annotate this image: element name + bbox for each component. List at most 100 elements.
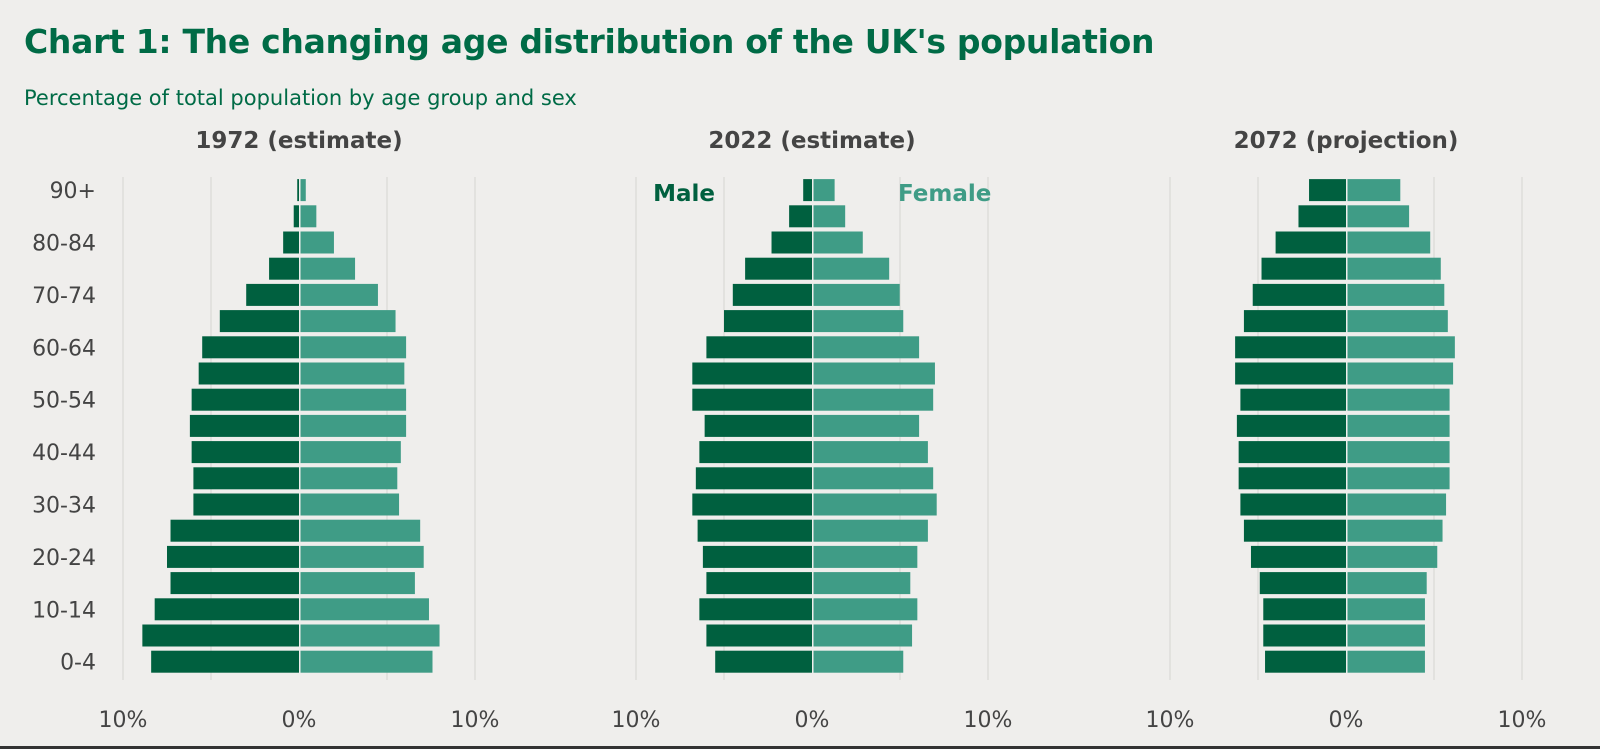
bar-male-50-54 (692, 388, 812, 411)
bar-male-5-9 (142, 624, 299, 647)
y-tick-label: 40-44 (32, 441, 96, 466)
bar-female-15-19 (813, 572, 911, 595)
bar-male-90+ (803, 179, 812, 202)
bar-female-0-4 (300, 650, 433, 673)
bar-male-80-84 (771, 231, 812, 254)
bar-female-30-34 (300, 493, 400, 516)
bar-female-90+ (300, 179, 306, 202)
bar-female-50-54 (813, 388, 934, 411)
bar-male-30-34 (692, 493, 812, 516)
bar-female-35-39 (813, 467, 934, 490)
bar-male-70-74 (246, 283, 299, 306)
y-tick-label: 20-24 (32, 546, 96, 571)
bar-male-45-49 (704, 414, 812, 437)
bar-female-80-84 (300, 231, 334, 254)
bar-male-80-84 (283, 231, 299, 254)
bar-male-75-79 (269, 257, 299, 280)
x-tick-label: 10% (1498, 708, 1547, 733)
x-tick-label: 10% (451, 708, 500, 733)
bar-male-15-19 (706, 572, 812, 595)
bar-female-75-79 (813, 257, 890, 280)
bar-female-5-9 (1347, 624, 1425, 647)
bar-male-70-74 (1252, 283, 1346, 306)
bar-female-10-14 (300, 598, 429, 621)
bar-male-90+ (1309, 179, 1346, 202)
bar-female-15-19 (1347, 572, 1427, 595)
chart-title: Chart 1: The changing age distribution o… (24, 22, 1155, 61)
bar-female-30-34 (1347, 493, 1447, 516)
bar-male-10-14 (154, 598, 299, 621)
bar-female-25-29 (300, 519, 421, 542)
y-tick-label: 0-4 (60, 651, 96, 676)
bar-female-5-9 (300, 624, 440, 647)
bar-male-10-14 (1263, 598, 1346, 621)
bar-female-55-59 (1347, 362, 1454, 385)
bar-male-10-14 (699, 598, 812, 621)
bar-female-85-89 (813, 205, 846, 228)
bar-male-5-9 (706, 624, 812, 647)
bar-male-75-79 (745, 257, 812, 280)
bar-female-20-24 (1347, 545, 1438, 568)
bar-female-50-54 (300, 388, 407, 411)
bar-male-30-34 (193, 493, 299, 516)
bar-male-5-9 (1263, 624, 1346, 647)
x-tick-label: 10% (1146, 708, 1195, 733)
bar-female-0-4 (813, 650, 904, 673)
bar-female-65-69 (813, 310, 904, 333)
x-tick-label: 10% (612, 708, 661, 733)
bar-male-40-44 (191, 441, 299, 464)
bar-female-75-79 (300, 257, 356, 280)
bar-male-35-39 (1238, 467, 1346, 490)
bar-male-85-89 (1298, 205, 1346, 228)
bar-female-10-14 (1347, 598, 1425, 621)
bar-female-15-19 (300, 572, 415, 595)
bar-female-50-54 (1347, 388, 1450, 411)
panel-title: 1972 (estimate) (195, 128, 402, 154)
bar-female-0-4 (1347, 650, 1425, 673)
bar-male-25-29 (697, 519, 812, 542)
bar-female-70-74 (300, 283, 378, 306)
bar-male-60-64 (706, 336, 812, 359)
x-tick-label: 0% (1329, 708, 1364, 733)
bar-male-0-4 (715, 650, 812, 673)
y-tick-label: 30-34 (32, 494, 96, 519)
bar-male-20-24 (1250, 545, 1346, 568)
x-tick-label: 0% (282, 708, 317, 733)
bar-female-10-14 (813, 598, 918, 621)
bar-female-70-74 (813, 283, 900, 306)
bar-female-45-49 (1347, 414, 1450, 437)
bar-male-15-19 (1259, 572, 1346, 595)
bar-male-20-24 (167, 545, 299, 568)
y-tick-label: 90+ (50, 179, 96, 204)
bar-female-55-59 (813, 362, 935, 385)
bar-male-40-44 (699, 441, 812, 464)
bar-male-90+ (297, 179, 299, 202)
bar-male-35-39 (193, 467, 299, 490)
bar-female-65-69 (1347, 310, 1448, 333)
y-tick-label: 80-84 (32, 232, 96, 257)
bar-female-5-9 (813, 624, 913, 647)
bar-female-85-89 (1347, 205, 1410, 228)
y-tick-label: 10-14 (32, 598, 96, 623)
bar-male-25-29 (170, 519, 299, 542)
bar-male-50-54 (191, 388, 299, 411)
bar-female-80-84 (1347, 231, 1431, 254)
bar-female-55-59 (300, 362, 405, 385)
bar-male-85-89 (293, 205, 299, 228)
bar-female-40-44 (1347, 441, 1450, 464)
bar-male-35-39 (695, 467, 812, 490)
legend-male: Male (653, 181, 715, 207)
bar-male-0-4 (1265, 650, 1346, 673)
bar-female-65-69 (300, 310, 396, 333)
bar-female-40-44 (813, 441, 928, 464)
bar-male-50-54 (1240, 388, 1346, 411)
panel-title: 2072 (projection) (1234, 128, 1459, 154)
bar-female-25-29 (1347, 519, 1443, 542)
bar-female-20-24 (813, 545, 918, 568)
bar-male-55-59 (1235, 362, 1346, 385)
bar-female-35-39 (300, 467, 398, 490)
bar-male-25-29 (1243, 519, 1346, 542)
bar-male-55-59 (692, 362, 812, 385)
bar-male-65-69 (1243, 310, 1346, 333)
bar-male-65-69 (219, 310, 299, 333)
